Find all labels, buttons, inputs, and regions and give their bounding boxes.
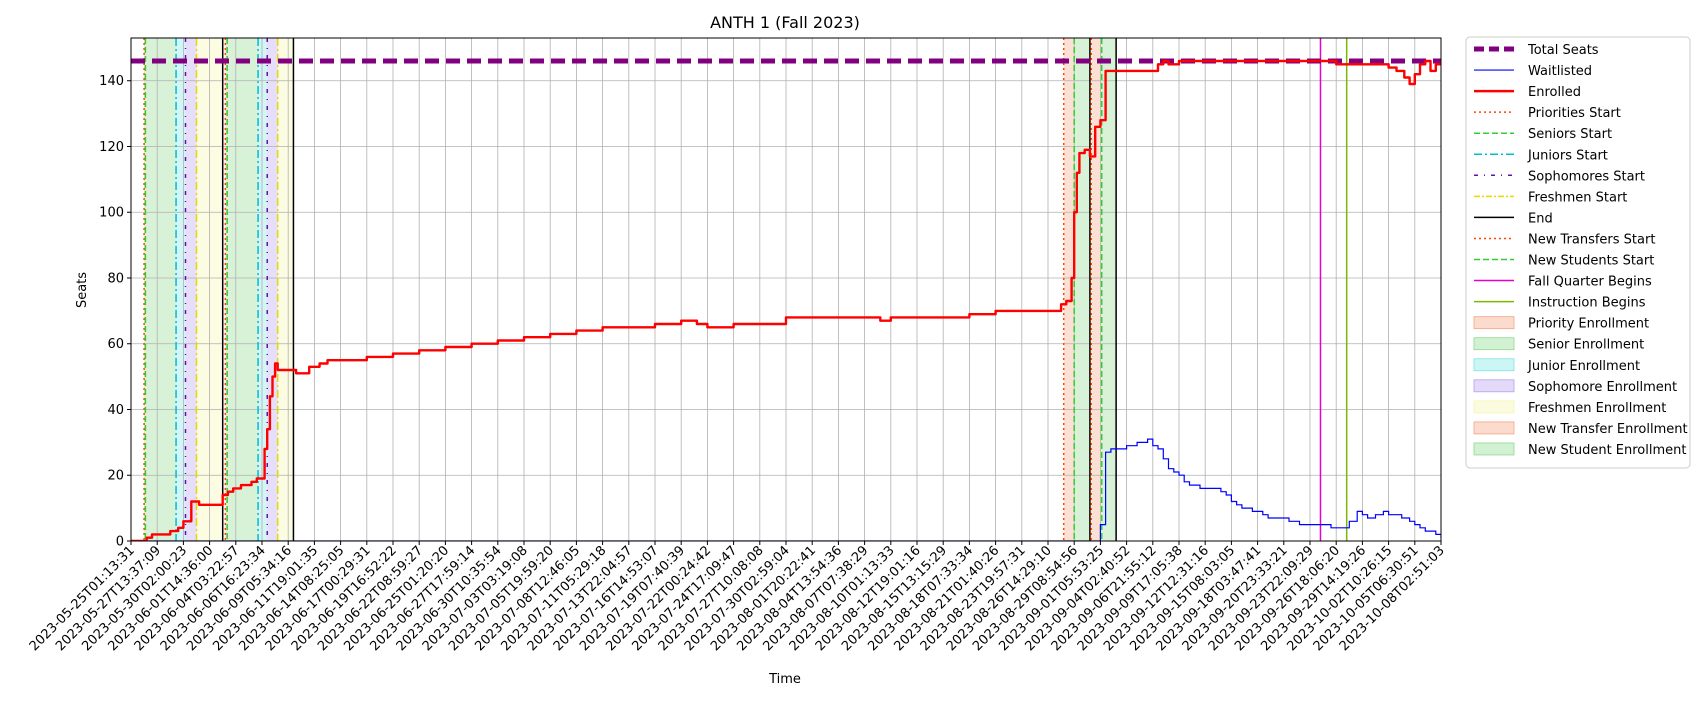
shade-junior-enrollment [258, 38, 268, 541]
legend-item-enrolled: Enrolled [1474, 85, 1581, 100]
y-axis-label: Seats [75, 272, 90, 308]
y-tick-label: 20 [107, 469, 124, 484]
y-tick-label: 140 [99, 74, 124, 89]
y-tick-label: 100 [99, 206, 124, 221]
legend-label: New Student Enrollment [1528, 443, 1686, 458]
legend-item-senior-enrollment: Senior Enrollment [1473, 337, 1644, 353]
legend-swatch-patch [1473, 358, 1515, 372]
legend-item-new-student-enrollment: New Student Enrollment [1473, 442, 1686, 458]
legend-swatch-patch [1473, 421, 1515, 435]
legend-label: Total Seats [1527, 43, 1599, 58]
legend-label: Juniors Start [1527, 148, 1608, 163]
legend-item-seniors-start: Seniors Start [1474, 127, 1612, 142]
legend-swatch-patch [1473, 316, 1515, 330]
legend-item-freshmen-enrollment: Freshmen Enrollment [1473, 400, 1666, 416]
legend-label: Instruction Begins [1528, 296, 1646, 311]
shade-freshmen-enrollment [277, 38, 294, 541]
legend-label: Junior Enrollment [1527, 359, 1640, 374]
legend-frame [1465, 36, 1691, 469]
legend-swatch-patch [1473, 400, 1515, 414]
legend-swatch-patch [1473, 337, 1515, 351]
legend-item-sophomores-start: Sophomores Start [1474, 169, 1645, 184]
shade-senior-enrollment [145, 38, 177, 541]
shade-new-student-enrollment [1074, 38, 1090, 541]
legend-label: Seniors Start [1528, 127, 1612, 142]
plot-area: 0204060801001201402023-05-25T01:13:31202… [27, 37, 1448, 654]
series-enrolled-line [131, 59, 1441, 541]
legend-label: New Transfers Start [1528, 232, 1655, 247]
legend-label: New Transfer Enrollment [1528, 422, 1688, 437]
legend-item-instruction-begins: Instruction Begins [1474, 296, 1646, 311]
legend-swatch-patch [1473, 442, 1515, 456]
shade-new-student-enrollment [1101, 38, 1117, 541]
legend-label: Priority Enrollment [1528, 317, 1649, 332]
legend-item-sophomore-enrollment: Sophomore Enrollment [1473, 379, 1677, 395]
series-waitlisted-line [131, 438, 1441, 541]
legend-label: Senior Enrollment [1528, 338, 1644, 353]
legend-label: Fall Quarter Begins [1528, 275, 1652, 290]
legend-label: Priorities Start [1528, 106, 1621, 121]
legend-item-junior-enrollment: Junior Enrollment [1473, 358, 1640, 374]
legend-item-priorities-start: Priorities Start [1474, 106, 1621, 121]
legend-item-new-transfer-enrollment: New Transfer Enrollment [1473, 421, 1688, 437]
legend-label: New Students Start [1528, 254, 1654, 269]
chart-title: ANTH 1 (Fall 2023) [710, 13, 860, 32]
y-tick-label: 0 [116, 535, 124, 550]
legend-label: End [1528, 211, 1553, 226]
legend-label: Sophomores Start [1528, 169, 1645, 184]
x-axis-label: Time [768, 672, 801, 687]
shade-junior-enrollment [176, 38, 186, 541]
legend-item-priority-enrollment: Priority Enrollment [1473, 316, 1649, 332]
legend-label: Freshmen Enrollment [1528, 401, 1666, 416]
shade-sophomore-enrollment [267, 38, 278, 541]
y-tick-label: 60 [107, 337, 124, 352]
shade-senior-enrollment [227, 38, 259, 541]
legend-item-total-seats: Total Seats [1474, 43, 1599, 58]
legend-item-new-students-start: New Students Start [1474, 254, 1654, 269]
shade-new-transfer-enrollment [1091, 38, 1102, 541]
shade-new-transfer-enrollment [1063, 38, 1075, 541]
legend-label: Freshmen Start [1528, 190, 1627, 205]
y-tick-label: 40 [107, 403, 124, 418]
legend-swatch-patch [1473, 379, 1515, 393]
shade-priority-enrollment [225, 38, 228, 541]
y-tick-label: 120 [99, 140, 124, 155]
legend-item-fall-quarter-begins: Fall Quarter Begins [1474, 275, 1652, 290]
legend-item-freshmen-start: Freshmen Start [1474, 190, 1627, 205]
shade-sophomore-enrollment [185, 38, 197, 541]
legend-item-waitlisted: Waitlisted [1474, 64, 1592, 79]
legend-item-end: End [1474, 211, 1553, 226]
y-tick-label: 80 [107, 271, 124, 286]
legend: Total Seats Waitlisted Enrolled Priorities … [1465, 36, 1691, 469]
legend-label: Sophomore Enrollment [1528, 380, 1677, 395]
legend-label: Enrolled [1528, 85, 1581, 100]
legend-label: Waitlisted [1528, 64, 1592, 79]
legend-item-new-transfers-start: New Transfers Start [1474, 232, 1655, 247]
legend-item-juniors-start: Juniors Start [1474, 148, 1608, 163]
